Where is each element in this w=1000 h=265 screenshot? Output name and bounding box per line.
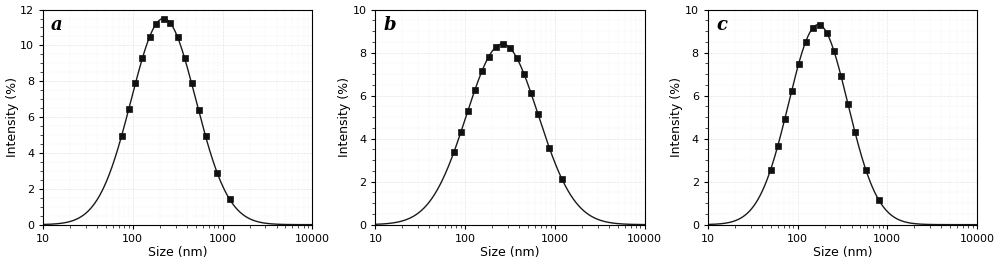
Text: b: b xyxy=(384,16,396,34)
Text: c: c xyxy=(716,16,727,34)
Y-axis label: Intensity (%): Intensity (%) xyxy=(6,77,19,157)
Y-axis label: Intensity (%): Intensity (%) xyxy=(338,77,351,157)
Text: a: a xyxy=(51,16,63,34)
Y-axis label: Intensity (%): Intensity (%) xyxy=(670,77,683,157)
X-axis label: Size (nm): Size (nm) xyxy=(148,246,207,259)
X-axis label: Size (nm): Size (nm) xyxy=(480,246,540,259)
X-axis label: Size (nm): Size (nm) xyxy=(813,246,872,259)
